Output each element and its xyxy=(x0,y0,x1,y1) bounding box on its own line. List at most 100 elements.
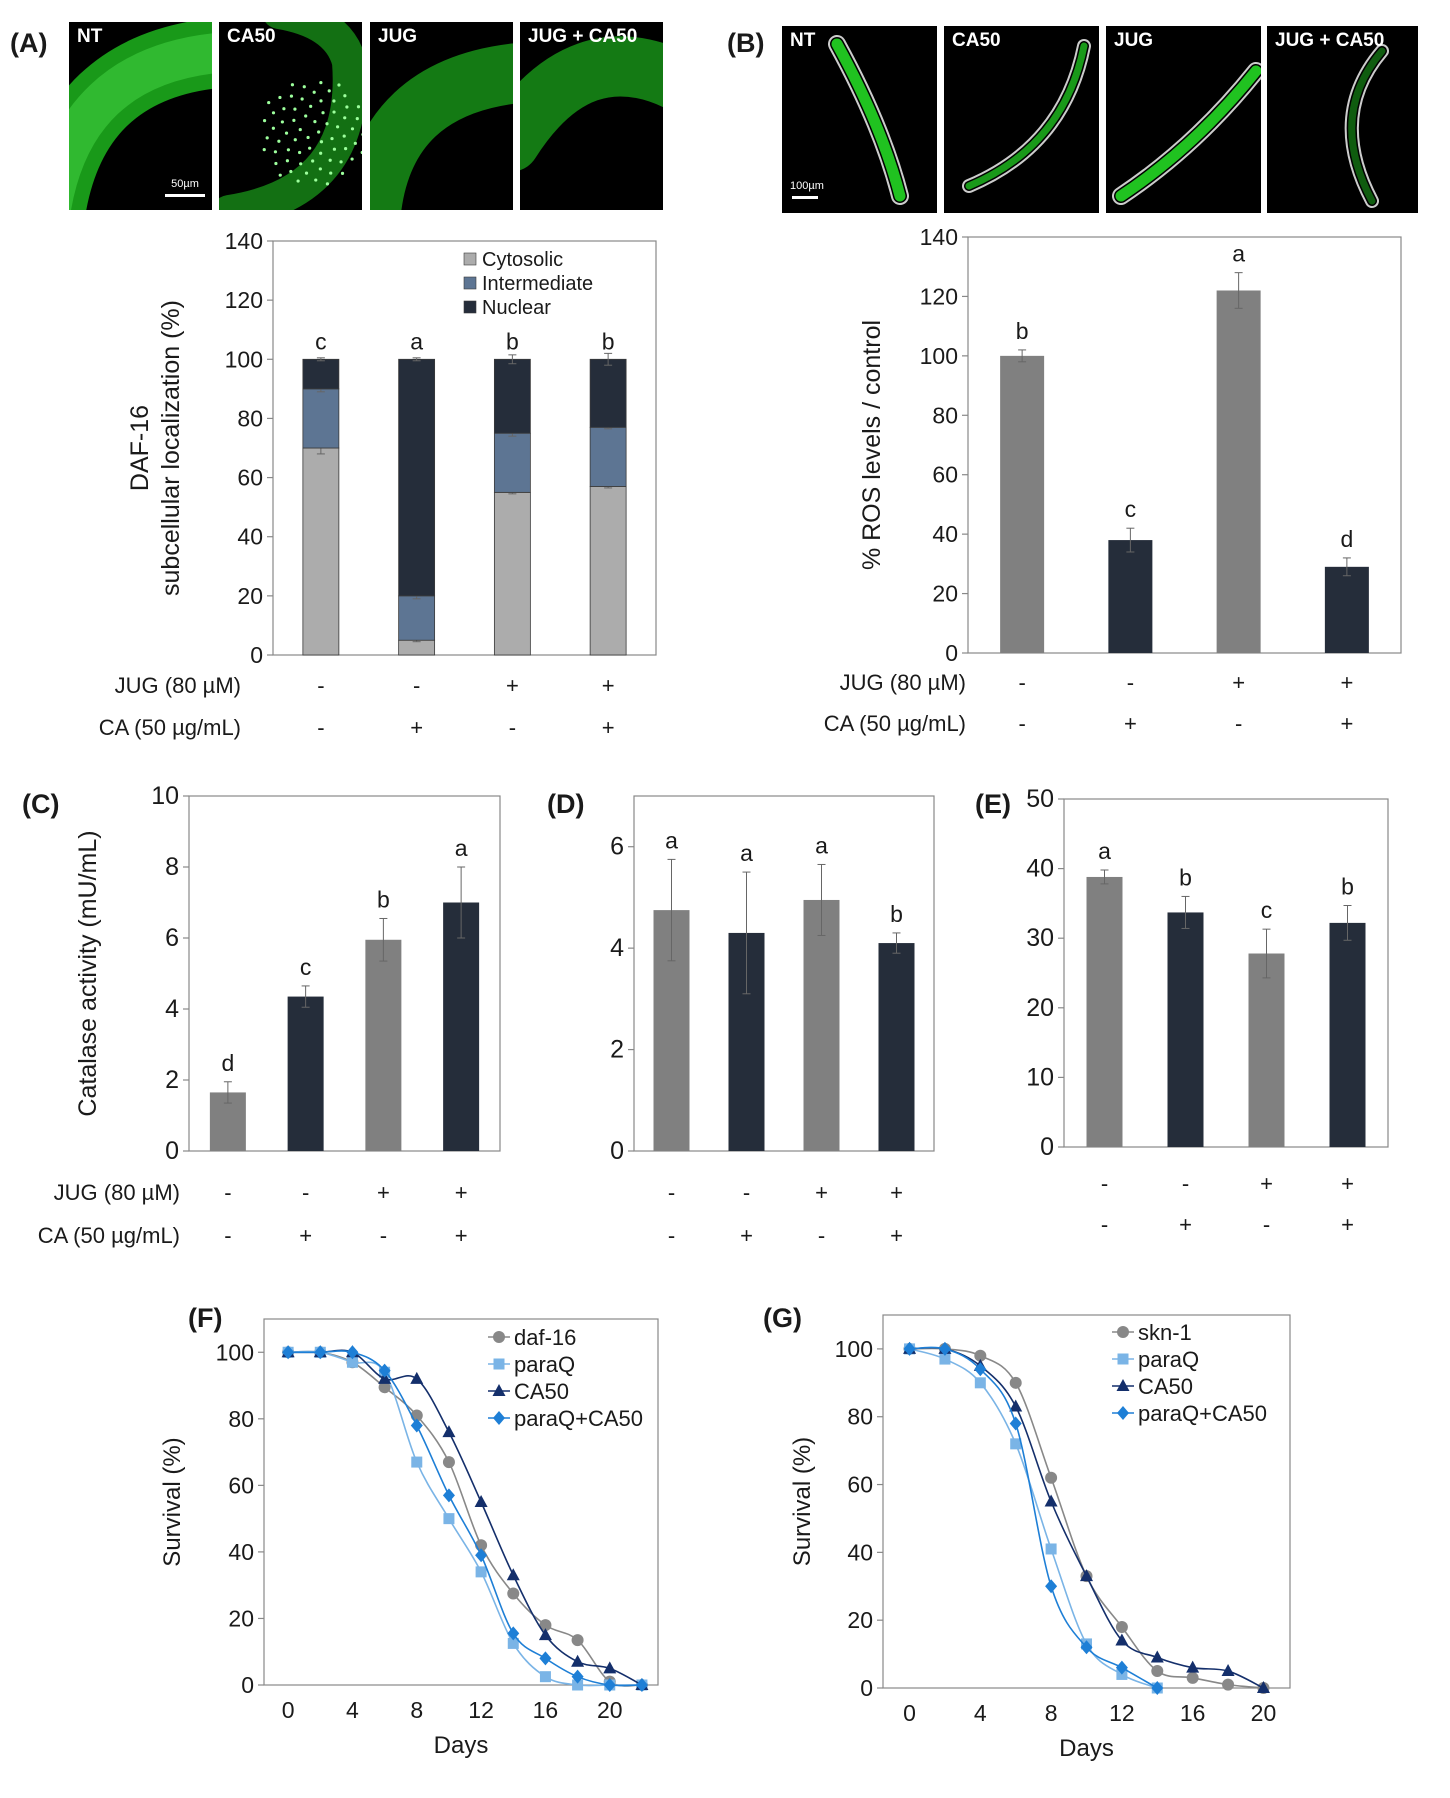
data-point-CA50 xyxy=(410,1371,424,1384)
data-point-paraQ+CA50 xyxy=(442,1488,455,1503)
data-point-paraQ+CA50 xyxy=(974,1362,987,1377)
significance-letter: a xyxy=(455,835,468,861)
ca-sign: + xyxy=(602,715,615,740)
data-point-paraQ xyxy=(939,1353,951,1365)
data-point-paraQ+CA50 xyxy=(1080,1640,1093,1655)
bar-cytosolic xyxy=(302,447,340,656)
significance-letter: c xyxy=(315,328,327,354)
data-point-daf-16 xyxy=(507,1587,520,1600)
data-point-paraQ+CA50 xyxy=(1045,1579,1058,1594)
nuclear-dot xyxy=(304,114,308,118)
nuclear-dot xyxy=(280,120,284,124)
y-tick-label: 50 xyxy=(1026,785,1054,813)
bar xyxy=(365,939,402,1151)
y-tick-label: 20 xyxy=(847,1607,873,1633)
scale-bar-label: 50µm xyxy=(171,178,199,190)
jug-sign: + xyxy=(377,1180,390,1205)
ca-sign: - xyxy=(1018,711,1025,736)
nuclear-dot xyxy=(312,90,316,94)
significance-letter: b xyxy=(506,328,519,354)
ca-sign: + xyxy=(1340,711,1353,736)
data-point-CA50 xyxy=(1044,1494,1058,1507)
y-tick-label: 100 xyxy=(225,346,263,372)
data-point-CA50 xyxy=(1080,1569,1093,1582)
legend-label: paraQ xyxy=(514,1352,575,1377)
jug-sign: - xyxy=(668,1180,675,1205)
jug-sign: - xyxy=(224,1180,231,1205)
series-line-paraQ xyxy=(909,1348,1158,1689)
nuclear-dot xyxy=(319,81,323,85)
nuclear-dot xyxy=(298,150,302,155)
worm-body xyxy=(69,22,212,210)
data-point-CA50 xyxy=(1150,1650,1164,1663)
data-point-paraQ+CA50 xyxy=(903,1341,916,1356)
nuclear-dot xyxy=(355,117,359,121)
x-tick-label: 20 xyxy=(597,1697,623,1723)
data-point-paraQ+CA50 xyxy=(1115,1660,1128,1675)
series-line-daf-16 xyxy=(288,1350,642,1687)
nuclear-dot xyxy=(262,119,267,123)
bar xyxy=(1329,922,1366,1147)
nuclear-dot xyxy=(304,171,309,175)
nuclear-dot xyxy=(342,134,346,138)
data-point-paraQ+CA50 xyxy=(603,1678,616,1692)
plot-frame xyxy=(263,1318,659,1686)
y-tick-label: 0 xyxy=(241,1672,254,1698)
data-point-skn-1 xyxy=(1115,1620,1128,1633)
legend-marker xyxy=(493,1411,505,1425)
chart-C: 0 2 4 6 8 10 d c b a Catalase activity (mU/mL) - - - +… xyxy=(38,782,501,1248)
y-tick-label: 140 xyxy=(920,224,958,250)
y-tick-label: 80 xyxy=(847,1404,873,1430)
worm-core xyxy=(69,33,212,210)
y-tick-label: 60 xyxy=(237,465,263,491)
data-point-paraQ+CA50 xyxy=(346,1345,359,1360)
significance-letter: a xyxy=(1098,838,1111,864)
y-tick-label: 6 xyxy=(610,833,624,861)
plot-frame xyxy=(633,795,935,1152)
data-point-paraQ xyxy=(443,1513,455,1525)
nuclear-dot xyxy=(343,94,347,98)
panel-letter-F: (F) xyxy=(188,1303,222,1333)
micrograph-B-JUG-image xyxy=(1112,62,1261,205)
significance-letter: a xyxy=(665,827,678,853)
significance-letter: a xyxy=(740,840,753,866)
micrograph-B-JUG: JUG xyxy=(1106,26,1261,213)
micrograph-A-NT-image: 50µm xyxy=(69,22,212,210)
y-tick-label: 0 xyxy=(250,642,263,668)
nuclear-dot xyxy=(327,89,331,93)
significance-letter: b xyxy=(1016,318,1029,344)
significance-letter: b xyxy=(1341,873,1354,899)
y-tick-label: 0 xyxy=(610,1137,624,1165)
y-tick-label: 4 xyxy=(165,995,179,1023)
nuclear-dot xyxy=(309,104,313,108)
nuclear-dot xyxy=(343,116,347,120)
ca-sign: + xyxy=(410,715,423,740)
legend-swatch xyxy=(463,252,477,266)
micrograph-B-NT-label: NT xyxy=(790,30,816,51)
y-tick-label: 20 xyxy=(1026,994,1054,1022)
x-tick-label: 8 xyxy=(1045,1700,1058,1726)
y-tick-label: 80 xyxy=(237,405,263,431)
significance-letter: c xyxy=(1261,897,1273,923)
ca-sign: - xyxy=(224,1223,231,1248)
nuclear-dot xyxy=(296,179,300,183)
data-point-paraQ xyxy=(346,1356,358,1368)
bar-cytosolic xyxy=(493,491,531,656)
bar xyxy=(1248,953,1285,1147)
plot-frame xyxy=(967,236,1402,654)
nuclear-dot xyxy=(306,135,310,140)
legend-label: Intermediate xyxy=(482,273,593,295)
y-tick-label: 10 xyxy=(1026,1063,1054,1091)
nuclear-dot xyxy=(292,118,296,122)
series-line-paraQ+CA50 xyxy=(288,1350,642,1687)
bar xyxy=(1108,540,1153,653)
x-tick-label: 16 xyxy=(533,1697,559,1723)
data-point-skn-1 xyxy=(1151,1665,1164,1678)
panel-letter-G: (G) xyxy=(763,1303,802,1333)
data-point-daf-16 xyxy=(378,1381,391,1394)
plot-frame xyxy=(188,795,501,1152)
y-axis-label: Survival (%) xyxy=(789,1437,816,1566)
y-tick-label: 100 xyxy=(920,343,958,369)
legend-marker xyxy=(1117,1326,1129,1338)
x-tick-label: 0 xyxy=(282,1697,295,1723)
